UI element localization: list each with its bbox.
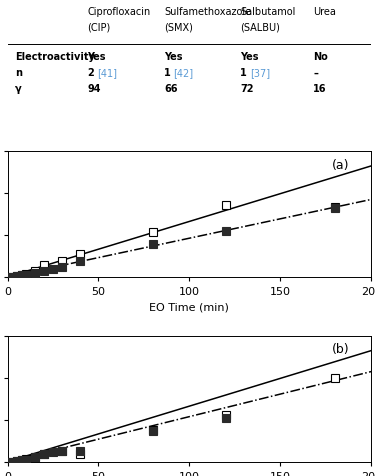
Text: [42]: [42]	[173, 69, 194, 79]
Text: (a): (a)	[332, 158, 350, 171]
Text: Electroactivity: Electroactivity	[15, 51, 94, 61]
Text: Salbutamol: Salbutamol	[240, 7, 296, 17]
Text: 16: 16	[313, 84, 327, 94]
Text: Yes: Yes	[87, 51, 106, 61]
Text: n: n	[15, 69, 22, 79]
Text: (b): (b)	[332, 343, 350, 356]
Text: [37]: [37]	[250, 69, 270, 79]
Text: 1: 1	[164, 69, 174, 79]
Text: No: No	[313, 51, 328, 61]
Text: (SMX): (SMX)	[164, 22, 193, 32]
Text: 66: 66	[164, 84, 177, 94]
Text: Sulfamethoxazole: Sulfamethoxazole	[164, 7, 251, 17]
Text: –: –	[313, 69, 318, 79]
Text: 72: 72	[240, 84, 254, 94]
Text: Yes: Yes	[164, 51, 182, 61]
Text: Ciprofloxacin: Ciprofloxacin	[87, 7, 151, 17]
Text: (SALBU): (SALBU)	[240, 22, 280, 32]
Text: Urea: Urea	[313, 7, 336, 17]
Text: Yes: Yes	[240, 51, 259, 61]
Text: (CIP): (CIP)	[87, 22, 111, 32]
Text: 2: 2	[87, 69, 98, 79]
Text: [41]: [41]	[97, 69, 117, 79]
X-axis label: EO Time (min): EO Time (min)	[149, 302, 229, 312]
Text: 1: 1	[240, 69, 250, 79]
Text: γ: γ	[15, 84, 21, 94]
Text: 94: 94	[87, 84, 101, 94]
